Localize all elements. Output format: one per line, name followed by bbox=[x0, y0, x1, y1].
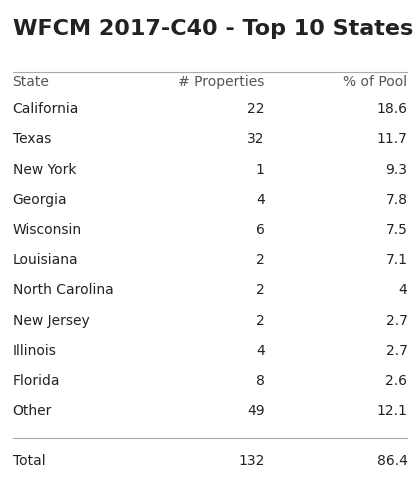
Text: 2.6: 2.6 bbox=[386, 374, 407, 388]
Text: 2: 2 bbox=[256, 253, 265, 267]
Text: 2.7: 2.7 bbox=[386, 344, 407, 358]
Text: 12.1: 12.1 bbox=[376, 404, 407, 418]
Text: 22: 22 bbox=[247, 102, 265, 116]
Text: 49: 49 bbox=[247, 404, 265, 418]
Text: 7.5: 7.5 bbox=[386, 223, 407, 237]
Text: 9.3: 9.3 bbox=[386, 163, 407, 177]
Text: 6: 6 bbox=[256, 223, 265, 237]
Text: Texas: Texas bbox=[13, 132, 51, 147]
Text: Louisiana: Louisiana bbox=[13, 253, 78, 267]
Text: State: State bbox=[13, 75, 50, 90]
Text: North Carolina: North Carolina bbox=[13, 283, 113, 298]
Text: California: California bbox=[13, 102, 79, 116]
Text: Georgia: Georgia bbox=[13, 193, 67, 207]
Text: 18.6: 18.6 bbox=[376, 102, 407, 116]
Text: 7.8: 7.8 bbox=[386, 193, 407, 207]
Text: Other: Other bbox=[13, 404, 52, 418]
Text: Illinois: Illinois bbox=[13, 344, 56, 358]
Text: Total: Total bbox=[13, 454, 45, 468]
Text: Florida: Florida bbox=[13, 374, 60, 388]
Text: 11.7: 11.7 bbox=[376, 132, 407, 147]
Text: WFCM 2017-C40 - Top 10 States: WFCM 2017-C40 - Top 10 States bbox=[13, 19, 413, 39]
Text: 4: 4 bbox=[399, 283, 407, 298]
Text: 86.4: 86.4 bbox=[376, 454, 407, 468]
Text: 7.1: 7.1 bbox=[386, 253, 407, 267]
Text: # Properties: # Properties bbox=[178, 75, 265, 90]
Text: New Jersey: New Jersey bbox=[13, 314, 89, 328]
Text: 2: 2 bbox=[256, 314, 265, 328]
Text: 4: 4 bbox=[256, 193, 265, 207]
Text: Wisconsin: Wisconsin bbox=[13, 223, 82, 237]
Text: 32: 32 bbox=[247, 132, 265, 147]
Text: 2.7: 2.7 bbox=[386, 314, 407, 328]
Text: 4: 4 bbox=[256, 344, 265, 358]
Text: 132: 132 bbox=[238, 454, 265, 468]
Text: 1: 1 bbox=[256, 163, 265, 177]
Text: New York: New York bbox=[13, 163, 76, 177]
Text: 8: 8 bbox=[256, 374, 265, 388]
Text: % of Pool: % of Pool bbox=[343, 75, 407, 90]
Text: 2: 2 bbox=[256, 283, 265, 298]
